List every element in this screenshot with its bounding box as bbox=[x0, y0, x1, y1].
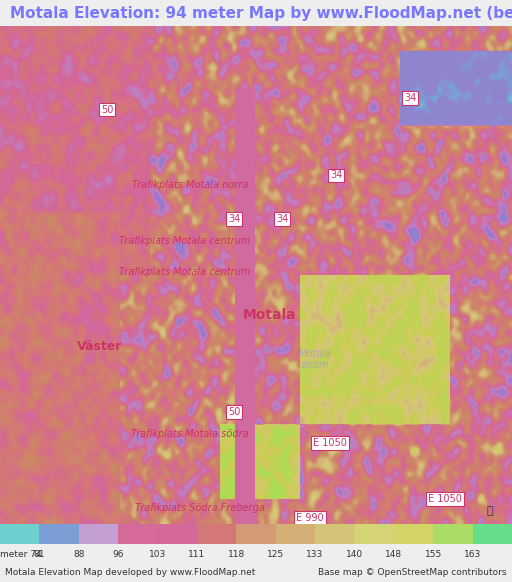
Text: Trafikplats Motala centrum: Trafikplats Motala centrum bbox=[119, 236, 251, 246]
Text: 34: 34 bbox=[228, 214, 240, 224]
Text: Trafikplats Motala södra: Trafikplats Motala södra bbox=[131, 429, 249, 439]
Text: E 1050: E 1050 bbox=[428, 494, 462, 504]
Text: Base map © OpenStreetMap contributors: Base map © OpenStreetMap contributors bbox=[318, 568, 507, 577]
Text: 88: 88 bbox=[73, 550, 84, 559]
Bar bbox=[237, 524, 275, 544]
Text: E 990: E 990 bbox=[296, 513, 324, 523]
Text: Motala
ström: Motala ström bbox=[298, 349, 331, 370]
Text: Motala Elevation Map developed by www.FloodMap.net: Motala Elevation Map developed by www.Fl… bbox=[5, 568, 255, 577]
Bar bbox=[354, 524, 394, 544]
Text: Trafikplats Motala norra: Trafikplats Motala norra bbox=[132, 180, 248, 190]
Text: 34: 34 bbox=[276, 214, 288, 224]
Text: 133: 133 bbox=[307, 550, 324, 559]
Text: 148: 148 bbox=[386, 550, 402, 559]
Text: Motala: Motala bbox=[243, 307, 297, 321]
Bar bbox=[275, 524, 315, 544]
Text: 34: 34 bbox=[330, 171, 342, 180]
Text: 111: 111 bbox=[188, 550, 205, 559]
Text: 🔍: 🔍 bbox=[487, 506, 494, 516]
Bar bbox=[79, 524, 118, 544]
Text: Motala Elevation: 94 meter Map by www.FloodMap.net (beta): Motala Elevation: 94 meter Map by www.Fl… bbox=[10, 6, 512, 20]
Text: 118: 118 bbox=[228, 550, 245, 559]
Text: Väster: Väster bbox=[77, 340, 123, 353]
Text: 103: 103 bbox=[149, 550, 166, 559]
Text: Trafikplats Södra Freberga: Trafikplats Södra Freberga bbox=[135, 503, 265, 513]
Bar bbox=[118, 524, 158, 544]
Text: 96: 96 bbox=[113, 550, 124, 559]
Text: Trafikplats Motala centrum: Trafikplats Motala centrum bbox=[119, 267, 251, 277]
Bar bbox=[394, 524, 433, 544]
Text: E 1050: E 1050 bbox=[313, 438, 347, 448]
Bar bbox=[158, 524, 197, 544]
Text: 50: 50 bbox=[228, 407, 240, 417]
Text: 125: 125 bbox=[267, 550, 284, 559]
Text: 140: 140 bbox=[346, 550, 363, 559]
Text: 81: 81 bbox=[34, 550, 45, 559]
Bar bbox=[433, 524, 473, 544]
Bar bbox=[473, 524, 512, 544]
Bar bbox=[0, 524, 39, 544]
Text: 155: 155 bbox=[424, 550, 442, 559]
Bar bbox=[197, 524, 237, 544]
Text: meter 74: meter 74 bbox=[0, 550, 41, 559]
Bar bbox=[39, 524, 79, 544]
Text: 163: 163 bbox=[464, 550, 481, 559]
Text: 50: 50 bbox=[101, 105, 113, 115]
Bar bbox=[315, 524, 354, 544]
Text: 34: 34 bbox=[404, 93, 416, 104]
